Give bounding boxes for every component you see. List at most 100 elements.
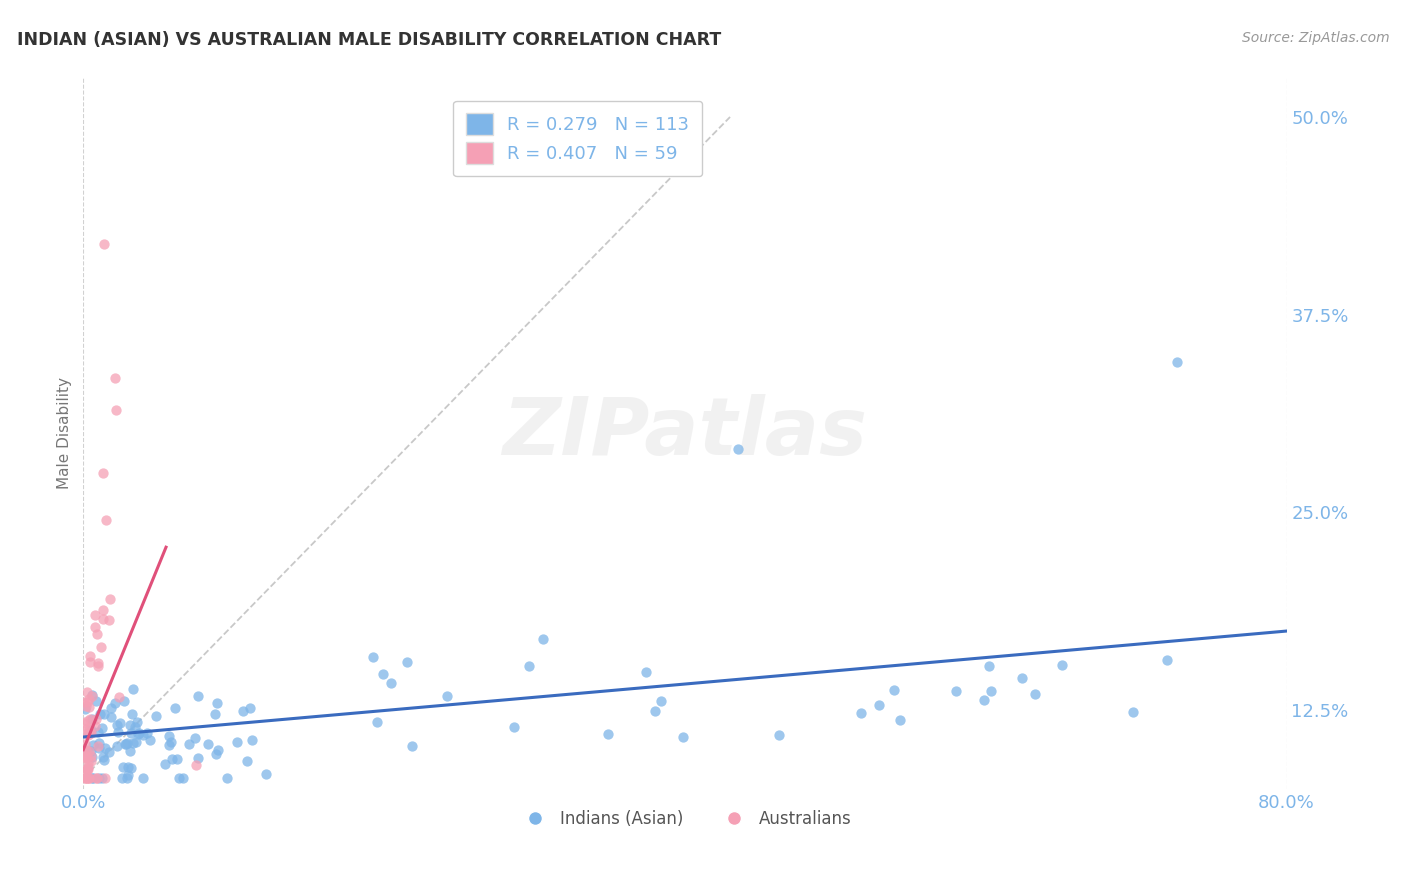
Point: [87, 656, 110, 670]
Point: [115, 736, 138, 750]
Point: [136, 726, 159, 740]
Point: [395, 655, 418, 669]
Point: [91, 611, 114, 625]
Point: [82, 771, 104, 785]
Point: [87, 739, 110, 754]
Point: [104, 696, 127, 710]
Point: [401, 739, 423, 753]
Point: [172, 771, 194, 785]
Point: [80, 744, 103, 758]
Point: [77, 762, 100, 776]
Point: [980, 684, 1002, 698]
Point: [531, 632, 554, 646]
Point: [205, 696, 228, 710]
Point: [73, 695, 96, 709]
Point: [598, 727, 620, 741]
Point: [128, 726, 150, 740]
Point: [79, 691, 101, 706]
Point: [672, 730, 695, 744]
Point: [79, 655, 101, 669]
Point: [118, 744, 141, 758]
Point: [124, 720, 146, 734]
Point: [226, 735, 249, 749]
Point: [76, 714, 98, 729]
Point: [232, 704, 254, 718]
Point: [157, 729, 180, 743]
Point: [93, 707, 115, 722]
Point: [87, 735, 110, 749]
Point: [883, 682, 905, 697]
Point: [120, 726, 142, 740]
Point: [108, 715, 131, 730]
Point: [373, 667, 395, 681]
Point: [80, 690, 103, 704]
Point: [79, 771, 101, 785]
Point: [98, 613, 121, 627]
Point: [73, 715, 96, 730]
Point: [768, 727, 790, 741]
Point: [76, 750, 98, 764]
Point: [1166, 355, 1188, 369]
Point: [104, 371, 127, 385]
Point: [139, 733, 162, 747]
Point: [84, 608, 107, 623]
Point: [79, 724, 101, 739]
Point: [75, 743, 97, 757]
Point: [207, 743, 229, 757]
Point: [1156, 653, 1178, 667]
Point: [184, 758, 207, 772]
Point: [91, 721, 114, 735]
Point: [79, 712, 101, 726]
Point: [105, 739, 128, 753]
Point: [80, 750, 103, 764]
Point: [80, 726, 103, 740]
Point: [83, 719, 105, 733]
Point: [118, 718, 141, 732]
Point: [125, 735, 148, 749]
Point: [240, 733, 263, 747]
Point: [169, 771, 191, 785]
Point: [76, 771, 98, 785]
Point: [93, 603, 115, 617]
Point: [115, 771, 138, 785]
Point: [122, 682, 145, 697]
Point: [120, 761, 142, 775]
Point: [76, 684, 98, 698]
Point: [76, 726, 98, 740]
Point: [105, 717, 128, 731]
Point: [644, 704, 666, 718]
Point: [132, 728, 155, 742]
Point: [84, 712, 107, 726]
Point: [112, 760, 135, 774]
Point: [87, 725, 110, 739]
Point: [80, 712, 103, 726]
Point: [160, 752, 183, 766]
Point: [727, 442, 749, 457]
Text: Source: ZipAtlas.com: Source: ZipAtlas.com: [1241, 31, 1389, 45]
Point: [131, 771, 153, 785]
Point: [98, 592, 121, 607]
Point: [868, 698, 890, 712]
Point: [77, 744, 100, 758]
Point: [254, 766, 277, 780]
Point: [75, 737, 97, 751]
Point: [145, 709, 167, 723]
Point: [235, 755, 257, 769]
Point: [91, 466, 114, 480]
Point: [75, 762, 97, 776]
Point: [87, 658, 110, 673]
Point: [436, 690, 458, 704]
Point: [889, 713, 911, 727]
Point: [977, 658, 1000, 673]
Point: [79, 723, 101, 738]
Point: [76, 695, 98, 709]
Point: [76, 771, 98, 785]
Point: [94, 513, 117, 527]
Point: [75, 744, 97, 758]
Point: [86, 627, 108, 641]
Point: [239, 700, 262, 714]
Point: [75, 699, 97, 714]
Point: [100, 701, 122, 715]
Point: [114, 737, 136, 751]
Point: [76, 762, 98, 776]
